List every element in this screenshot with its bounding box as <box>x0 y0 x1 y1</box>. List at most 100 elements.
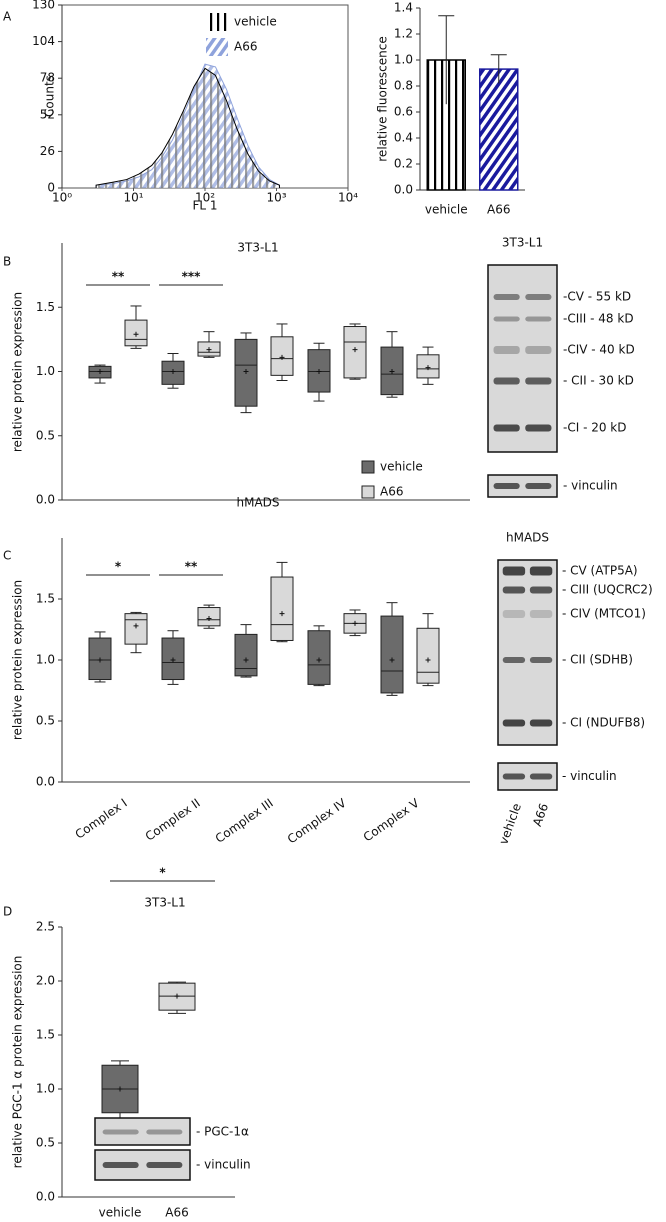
blot-band <box>529 773 553 780</box>
blot-band <box>102 1129 139 1135</box>
blot-band <box>493 424 520 432</box>
band-label: -CI - 20 kD <box>563 421 626 435</box>
blot-band <box>502 610 526 618</box>
box-mean <box>133 331 139 337</box>
blot-band <box>502 773 526 780</box>
x-tick-label: Complex IV <box>285 795 350 846</box>
legend-swatch <box>361 460 375 474</box>
band-label: - CII (SDHB) <box>562 653 633 667</box>
loading-label: - vinculin <box>562 769 617 783</box>
y-tick-label: 0.5 <box>36 428 55 442</box>
box-mean <box>133 623 139 629</box>
blot-band <box>502 657 526 663</box>
y-tick-label: 1.5 <box>36 592 55 606</box>
box-mean <box>117 1086 123 1092</box>
blot-band <box>529 657 553 663</box>
y-tick-label: 0.2 <box>394 157 413 171</box>
blot-band <box>525 346 552 354</box>
x-tick-label: Complex III <box>213 796 276 846</box>
legend-swatch <box>206 38 228 56</box>
box <box>270 576 294 641</box>
legend-label: A66 <box>234 40 257 54</box>
y-tick-label: 1.0 <box>36 364 55 378</box>
y-tick-label: 130 <box>32 0 55 12</box>
box-mean <box>170 657 176 663</box>
panel-label: C <box>3 549 11 563</box>
y-tick-label: 1.0 <box>394 53 413 67</box>
x-tick-label: 10⁴ <box>338 191 358 205</box>
blot-band <box>525 316 552 322</box>
box <box>343 326 367 379</box>
band-label: -CV - 55 kD <box>563 290 631 304</box>
panel-label: B <box>3 255 11 269</box>
box-mean <box>352 620 358 626</box>
band-label: - CII - 30 kD <box>563 374 634 388</box>
blot <box>487 264 558 453</box>
legend-swatch <box>206 13 228 31</box>
box-mean <box>316 657 322 663</box>
x-tick-label: 10⁰ <box>52 191 72 205</box>
x-tick-label: A66 <box>165 1206 188 1220</box>
blot-band <box>525 294 552 300</box>
chart-title: 3T3-L1 <box>144 896 185 910</box>
panel-label: A <box>3 10 12 24</box>
legend-label: vehicle <box>380 460 423 474</box>
y-axis-label: relative protein expression <box>11 580 25 740</box>
blot-title: 3T3-L1 <box>502 236 543 250</box>
box-mean <box>206 347 212 353</box>
x-tick-label: 10³ <box>266 191 286 205</box>
x-tick-label: vehicle <box>425 203 468 217</box>
lane-label: A66 <box>530 801 551 828</box>
blot-band <box>146 1129 183 1135</box>
histogram-area <box>95 67 280 188</box>
x-tick-label: 10¹ <box>123 191 143 205</box>
box-mean <box>174 993 180 999</box>
band-label: - CI (NDUFB8) <box>562 716 645 730</box>
x-axis-label: FL 1 <box>192 199 217 213</box>
blot-band <box>146 1162 183 1168</box>
y-tick-label: 0 <box>47 181 55 195</box>
blot-band <box>502 719 526 727</box>
y-tick-label: 1.5 <box>36 300 55 314</box>
y-tick-label: 0.0 <box>394 183 413 197</box>
y-axis-label: Counts <box>43 75 57 117</box>
box-mean <box>206 616 212 622</box>
box-mean <box>279 354 285 360</box>
band-label: - CIII (UQCRC2) <box>562 583 653 597</box>
legend-label: A66 <box>380 485 403 499</box>
chart-title: hMADS <box>236 496 279 510</box>
blot-band <box>102 1162 139 1168</box>
loading-label: - vinculin <box>196 1158 251 1172</box>
box-mean <box>425 365 431 371</box>
y-tick-label: 2.5 <box>36 920 55 934</box>
y-tick-label: 1.5 <box>36 1028 55 1042</box>
y-tick-label: 0.5 <box>36 714 55 728</box>
band-label: -CIII - 48 kD <box>563 312 634 326</box>
significance-label: ** <box>112 270 125 284</box>
y-tick-label: 1.0 <box>36 1082 55 1096</box>
y-tick-label: 0.8 <box>394 79 413 93</box>
y-tick-label: 1.0 <box>36 653 55 667</box>
y-tick-label: 26 <box>40 144 55 158</box>
box-mean <box>316 369 322 374</box>
y-tick-label: 52 <box>40 107 55 121</box>
y-tick-label: 2.0 <box>36 974 55 988</box>
box-mean <box>97 657 103 663</box>
y-tick-label: 0.4 <box>394 131 413 145</box>
panel-label: D <box>3 905 12 919</box>
y-tick-label: 0.0 <box>36 775 55 789</box>
x-tick-label: Complex I <box>73 796 130 842</box>
blot-band <box>502 586 526 594</box>
blot-band <box>493 294 520 300</box>
significance-label: ** <box>185 560 198 574</box>
box <box>234 633 258 677</box>
blot <box>487 474 558 498</box>
box <box>124 613 148 645</box>
y-tick-label: 1.4 <box>394 1 413 15</box>
blot-band <box>502 566 526 576</box>
bar <box>479 68 519 191</box>
blot-band <box>525 483 552 489</box>
band-label: - CV (ATP5A) <box>562 564 638 578</box>
blot-band <box>529 610 553 618</box>
